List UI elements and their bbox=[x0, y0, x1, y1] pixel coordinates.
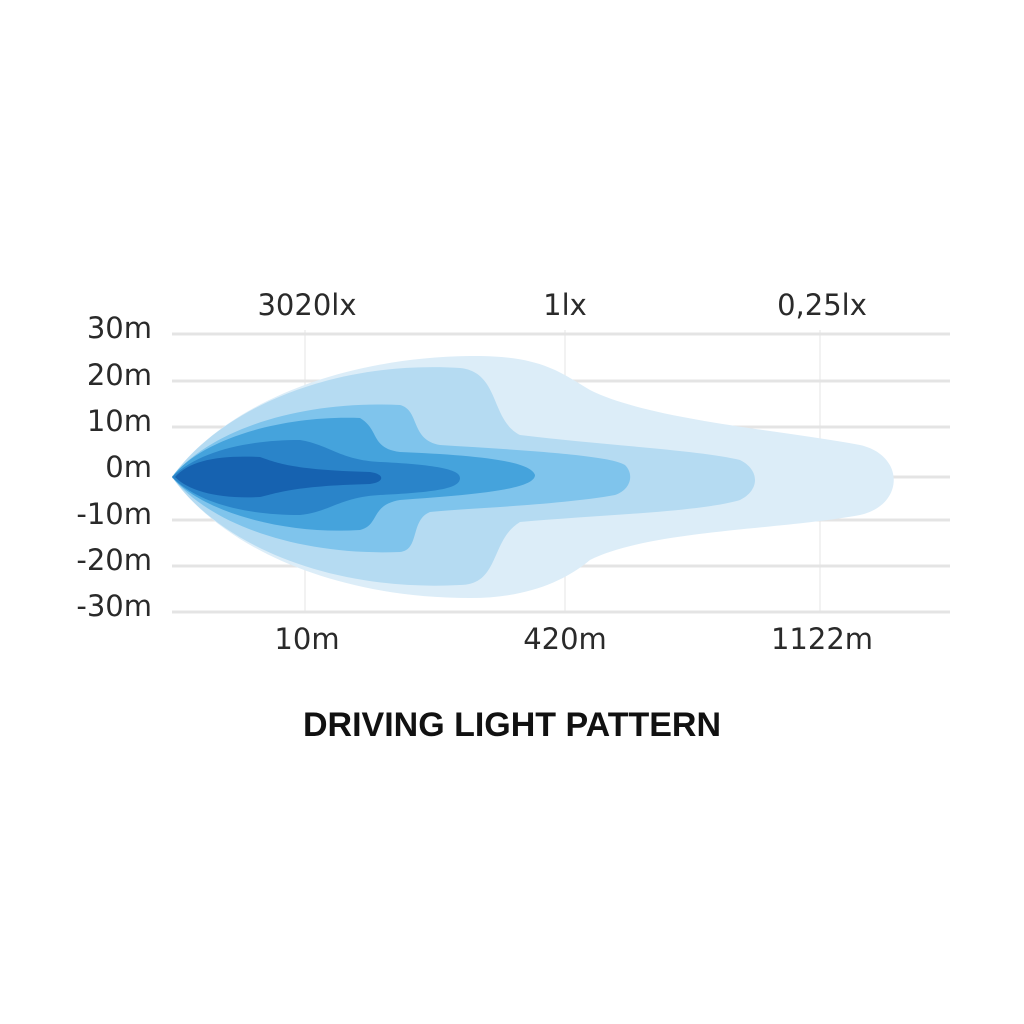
distance-label: 1122m bbox=[771, 622, 873, 656]
lux-label: 3020lx bbox=[257, 288, 356, 322]
y-label: -20m bbox=[76, 543, 152, 577]
title: DRIVING LIGHT PATTERN bbox=[303, 706, 721, 744]
beam-zone bbox=[175, 456, 382, 498]
y-label: 10m bbox=[87, 404, 152, 438]
y-label: 0m bbox=[105, 450, 152, 484]
distance-label: 10m bbox=[274, 622, 339, 656]
lux-label: 1lx bbox=[543, 288, 587, 322]
y-label: -30m bbox=[76, 589, 152, 623]
distance-label: 420m bbox=[523, 622, 607, 656]
y-label: 30m bbox=[87, 311, 152, 345]
y-label: -10m bbox=[76, 497, 152, 531]
beam-pattern bbox=[172, 355, 894, 598]
lux-label: 0,25lx bbox=[777, 288, 867, 322]
y-label: 20m bbox=[87, 358, 152, 392]
